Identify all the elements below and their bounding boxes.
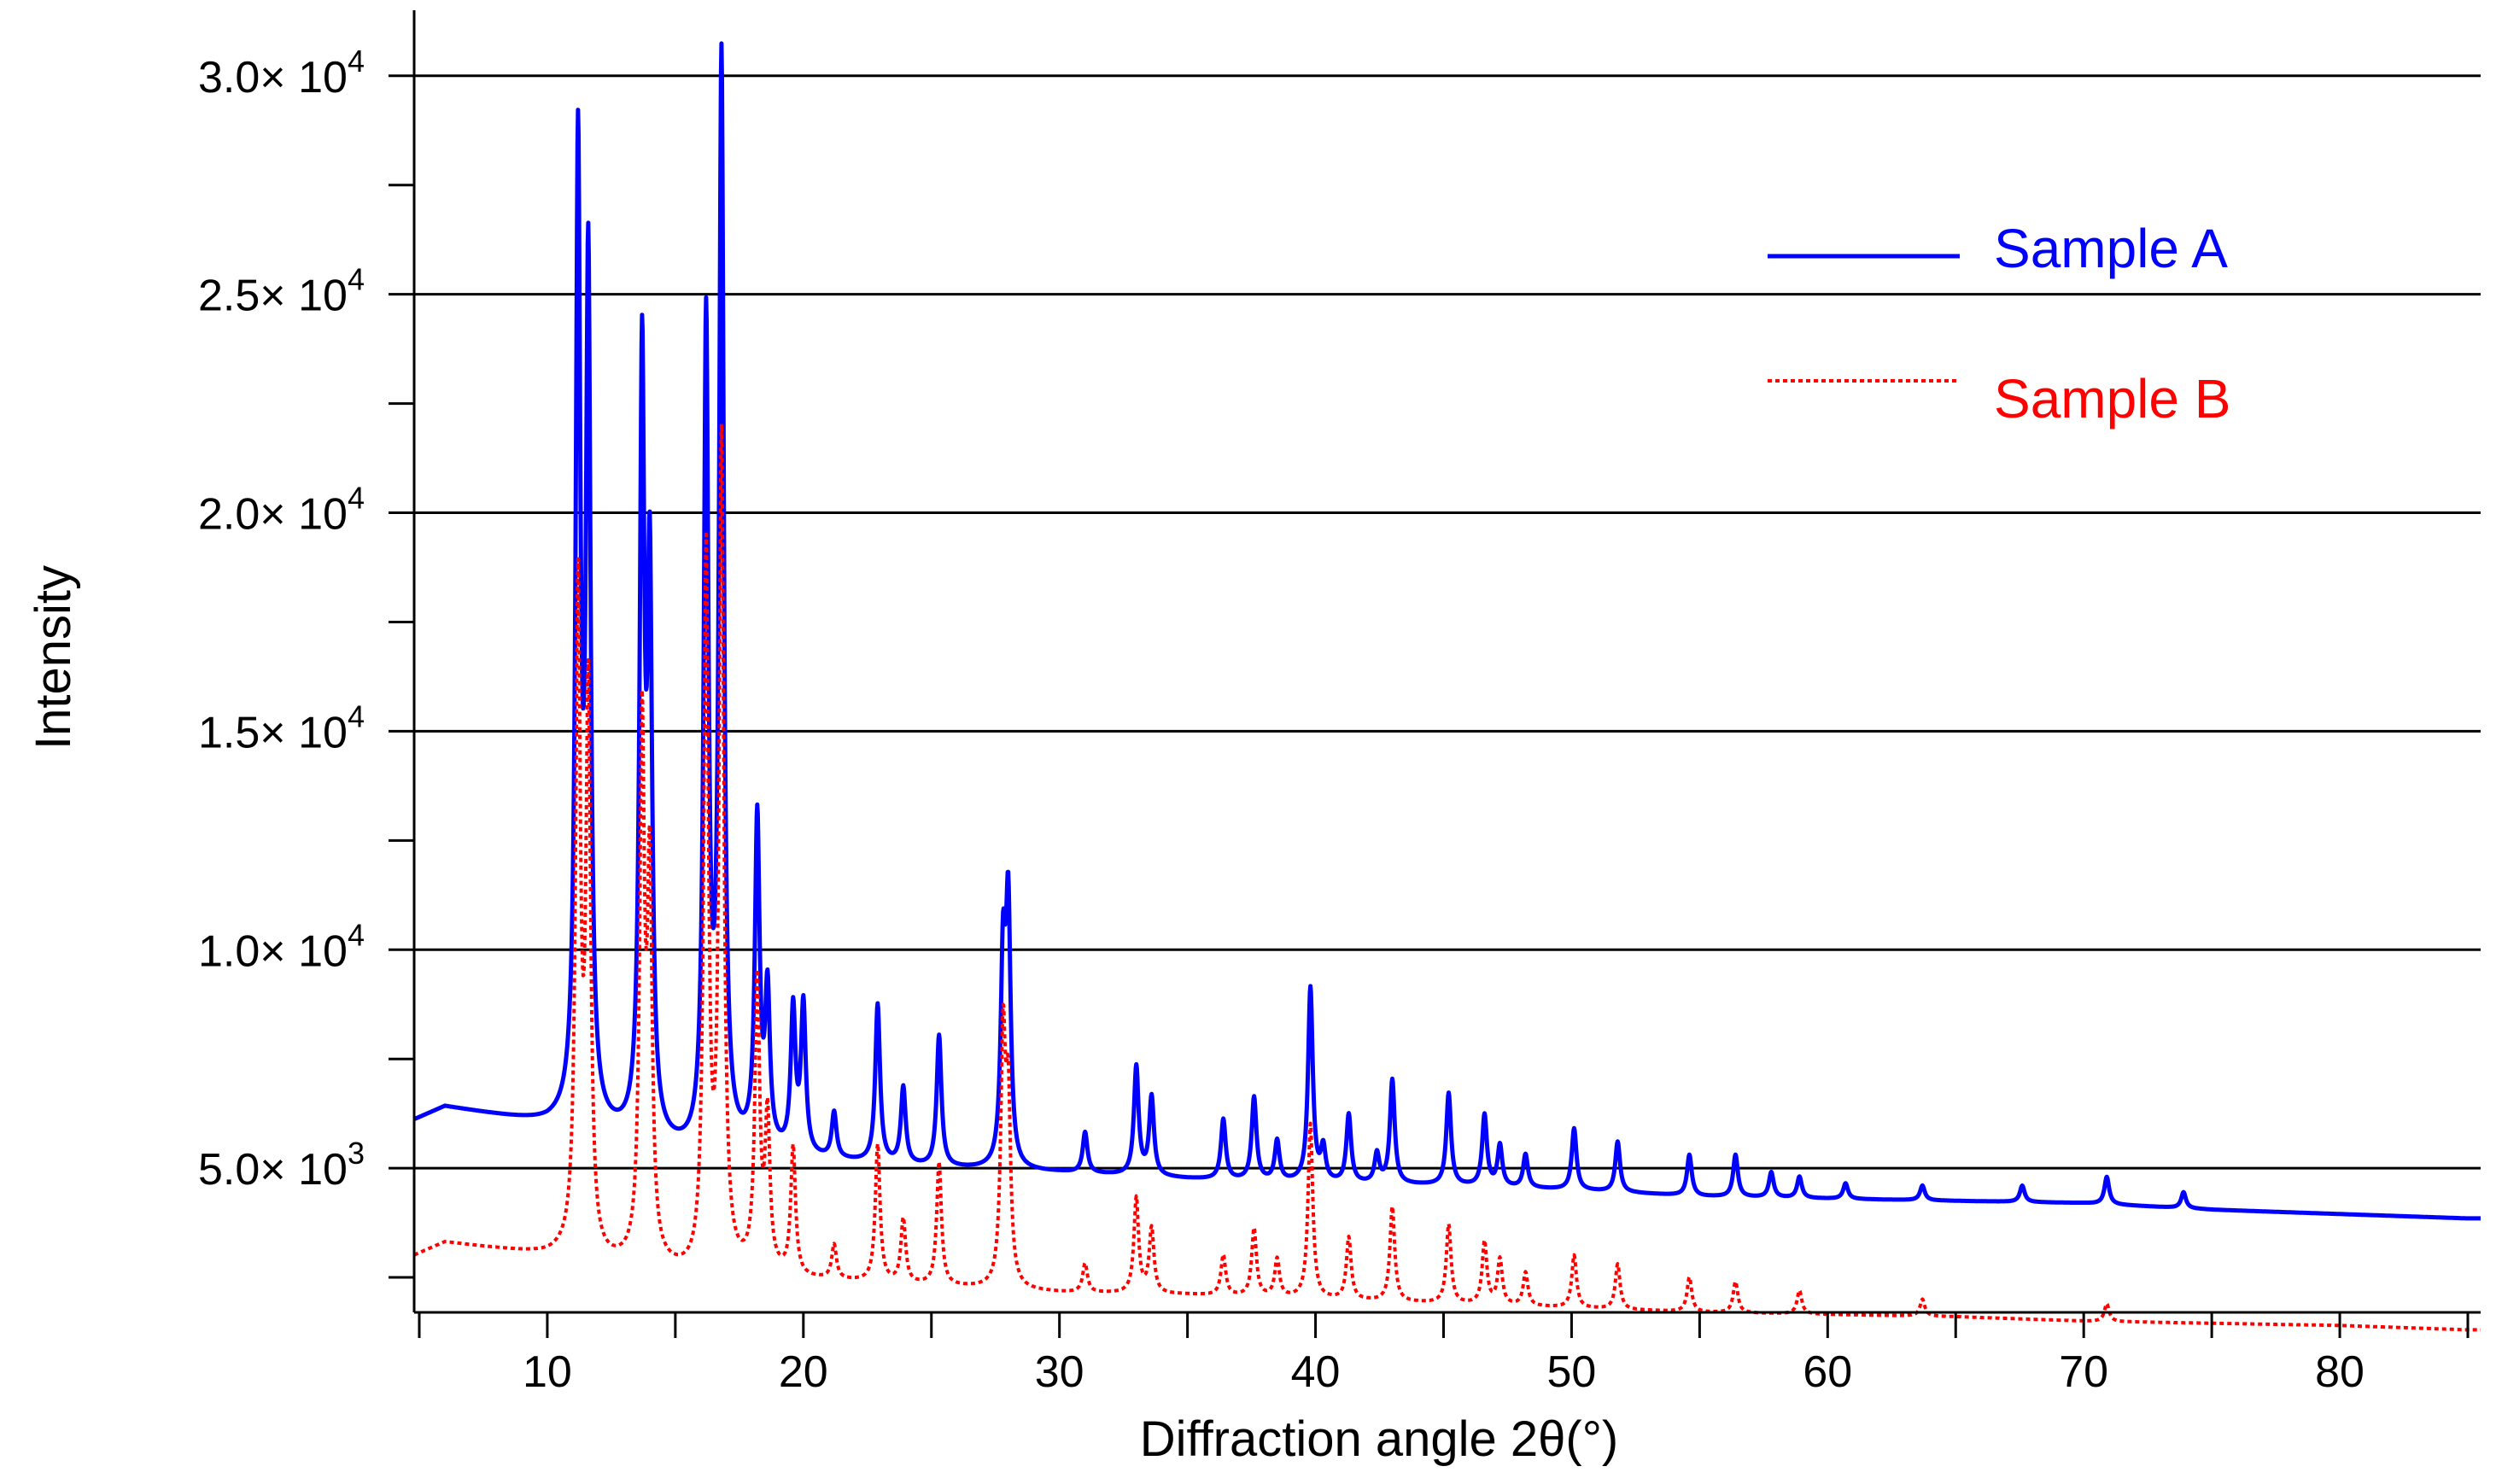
x-tick-label: 30 [1035, 1347, 1084, 1397]
legend-label-sample-b: Sample B [1994, 368, 2230, 429]
x-tick-label: 10 [523, 1347, 572, 1397]
y-axis-label: Intensity [26, 565, 81, 750]
y-tick-label: 5.0× 103 [198, 1136, 365, 1195]
legend: Sample A Sample B [1768, 218, 2230, 429]
x-tick-label: 80 [2315, 1347, 2364, 1397]
y-tick-label: 2.5× 104 [198, 262, 365, 321]
x-tick-label: 70 [2059, 1347, 2108, 1397]
axis-ticks: 5.0× 103 1.0× 104 1.5× 104 2.0× 104 2.5× 104… [198, 44, 2470, 1397]
y-tick-label: 1.0× 104 [198, 917, 365, 976]
y-tick-label: 3.0× 104 [198, 44, 365, 102]
x-tick-label: 50 [1547, 1347, 1597, 1397]
series-line-sample-a [412, 41, 2482, 1221]
x-tick-label: 20 [779, 1347, 828, 1397]
x-tick-label: 40 [1291, 1347, 1341, 1397]
y-tick-label: 1.5× 104 [198, 698, 365, 757]
series-layer [412, 41, 2482, 1332]
x-axis-label: Diffraction angle 2θ(°) [1140, 1411, 1619, 1467]
x-tick-label: 60 [1803, 1347, 1852, 1397]
y-tick-label: 2.0× 104 [198, 481, 365, 540]
series-line-sample-b [412, 422, 2482, 1332]
legend-label-sample-a: Sample A [1994, 218, 2228, 279]
